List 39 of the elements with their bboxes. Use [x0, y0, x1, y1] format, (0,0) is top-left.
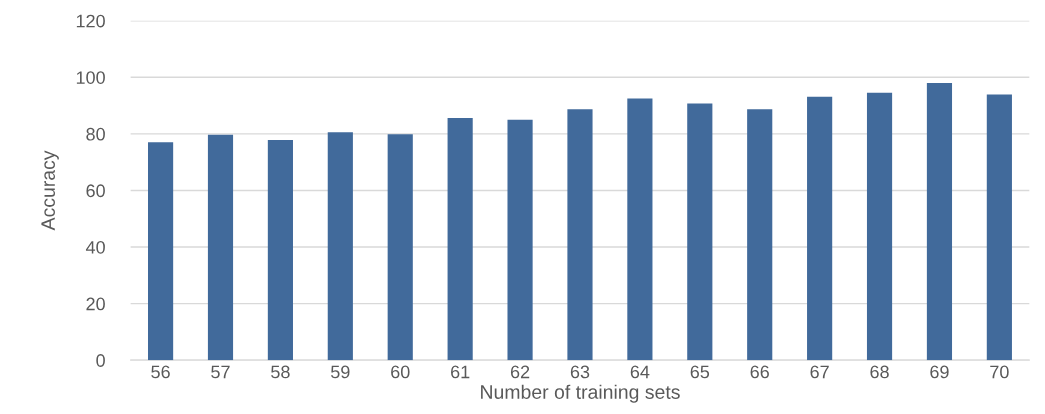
x-tick-label: 68	[870, 365, 889, 379]
x-tick-label: 61	[451, 365, 470, 379]
y-axis-title: Accuracy	[41, 150, 59, 231]
bar	[567, 109, 593, 361]
y-tick-label: 120	[76, 14, 105, 28]
bar	[926, 82, 953, 361]
bar	[207, 134, 234, 361]
x-tick-label: 67	[810, 365, 829, 379]
y-tick-label: 0	[96, 354, 105, 367]
y-tick-label: 80	[86, 127, 105, 141]
bar	[327, 132, 353, 361]
bar	[387, 134, 413, 361]
x-axis-title: Number of training sets	[481, 384, 680, 403]
y-tick-label: 100	[76, 71, 105, 84]
bar	[986, 94, 1012, 361]
x-tick-label: 57	[211, 365, 230, 379]
y-tick-label: 40	[85, 240, 105, 254]
x-tick-label: 69	[930, 365, 949, 379]
bar	[866, 92, 893, 361]
bar	[507, 119, 533, 361]
x-tick-label: 59	[331, 365, 350, 379]
x-tick-label: 65	[690, 365, 710, 379]
bar	[807, 96, 833, 361]
y-tick-label: 60	[86, 184, 105, 198]
bar	[148, 142, 174, 361]
bar	[447, 118, 473, 361]
x-tick-label: 64	[630, 365, 650, 379]
bar	[267, 140, 293, 361]
x-tick-label: 60	[391, 365, 410, 379]
x-tick-label: 63	[570, 365, 590, 379]
bar	[687, 103, 713, 361]
y-tick-label: 20	[86, 297, 105, 311]
x-tick-label: 70	[990, 365, 1009, 379]
x-tick-label: 62	[510, 365, 530, 379]
x-tick-label: 58	[271, 365, 290, 379]
x-tick-label: 66	[750, 365, 769, 379]
bar	[627, 98, 653, 361]
bar	[747, 109, 773, 361]
x-tick-label: 56	[151, 365, 170, 379]
